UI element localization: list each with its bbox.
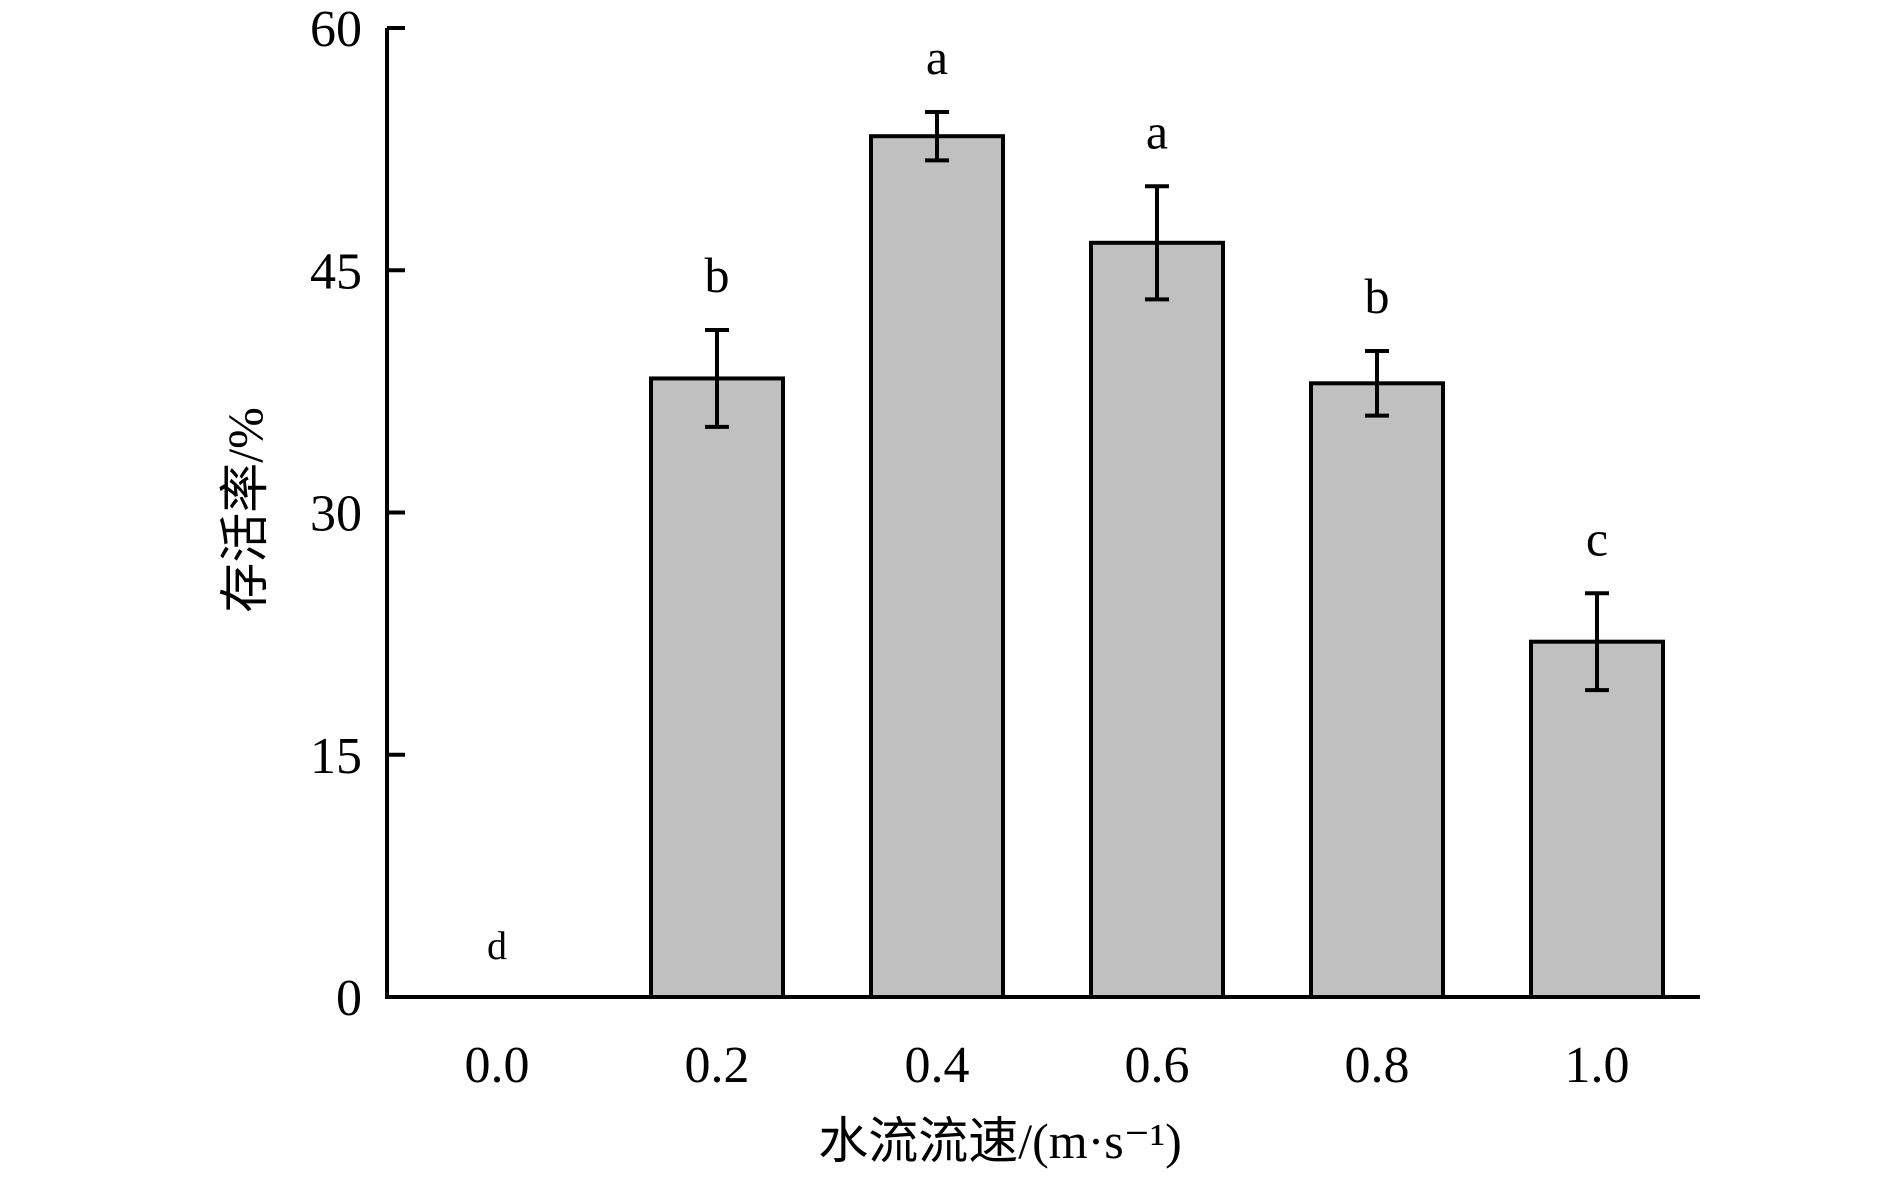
axes-layer [385, 28, 1700, 999]
x-tick-label: 0.6 [1125, 1037, 1190, 1094]
x-tick-label: 0.0 [465, 1037, 530, 1094]
y-tick-label: 0 [336, 970, 362, 1027]
y-ticks-layer: 0 15 30 45 60 [310, 1, 405, 1027]
bar [1309, 381, 1445, 999]
x-tick-label: 1.0 [1565, 1037, 1630, 1094]
x-ticks-layer: 0.0 0.2 0.4 0.6 0.8 1.0 [465, 1037, 1630, 1094]
y-tick-label: 15 [310, 728, 362, 785]
error-bars-layer [705, 109, 1609, 693]
bar [649, 376, 785, 999]
significance-letter: d [487, 923, 507, 968]
bar [1529, 639, 1665, 999]
significance-letter: b [705, 247, 730, 303]
significance-letter: a [1146, 103, 1168, 159]
bar [1089, 240, 1225, 1000]
significance-letter: a [926, 29, 948, 85]
x-tick-label: 0.2 [685, 1037, 750, 1094]
x-tick-label: 0.4 [905, 1037, 970, 1094]
y-tick-label: 60 [310, 1, 362, 58]
y-axis-title: 存活率/% [217, 407, 273, 613]
significance-letters-layer: d b a a b c [487, 29, 1608, 968]
bar [869, 134, 1005, 999]
x-tick-label: 0.8 [1345, 1037, 1410, 1094]
x-axis-title: 水流流速/(m·s⁻¹) [818, 1113, 1182, 1169]
significance-letter: b [1365, 268, 1390, 324]
y-tick-label: 30 [310, 486, 362, 543]
significance-letter: c [1586, 510, 1608, 566]
y-tick-label: 45 [310, 243, 362, 300]
